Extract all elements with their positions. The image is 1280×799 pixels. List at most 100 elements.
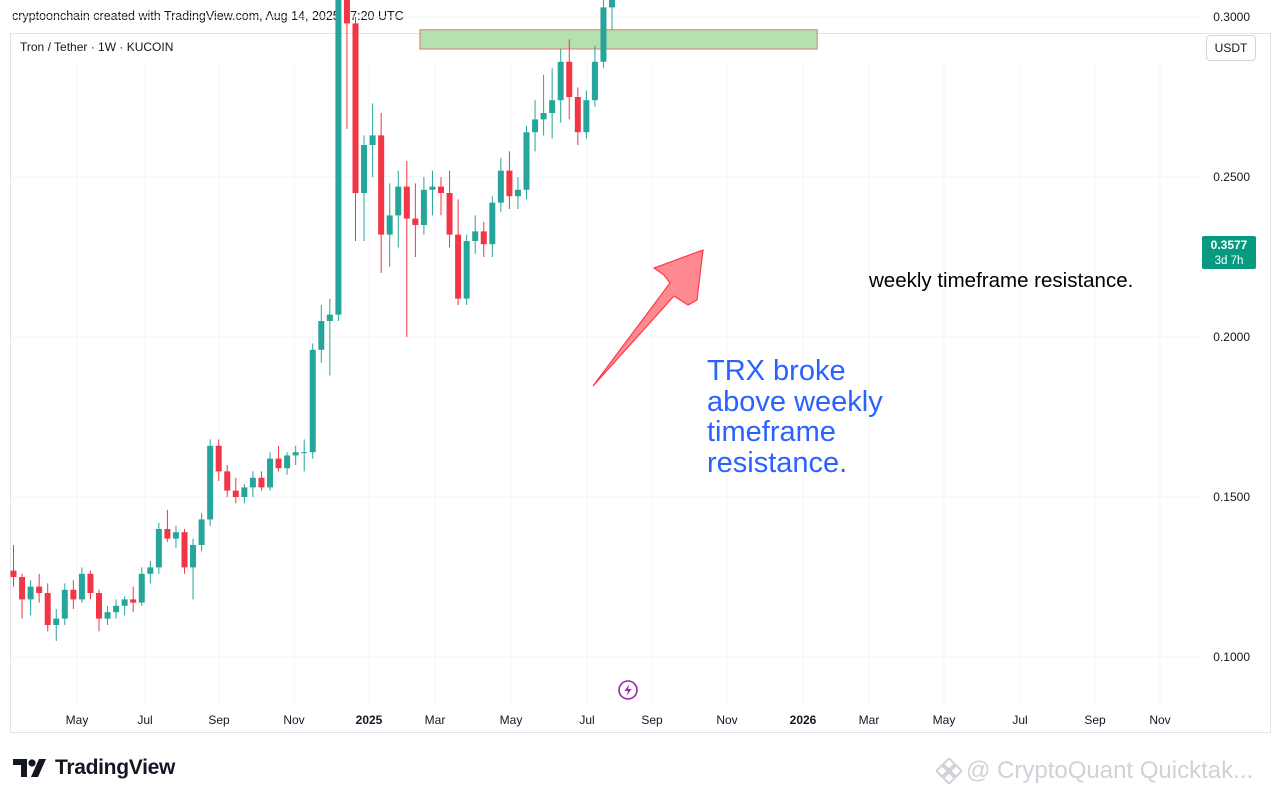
candle-body xyxy=(591,61,598,101)
breakout-annotation-line-1: TRX broke xyxy=(707,355,846,387)
candle-body xyxy=(361,145,368,193)
candle-body xyxy=(172,532,179,539)
candle-body xyxy=(472,231,479,241)
breakout-arrow xyxy=(592,249,704,387)
candle-body xyxy=(138,573,145,603)
candle-body xyxy=(540,113,547,120)
candle-body xyxy=(78,573,85,600)
candle-body xyxy=(412,218,419,225)
symbol-label[interactable]: Tron / Tether · 1W · KUCOIN xyxy=(20,40,174,54)
candle-body xyxy=(463,241,470,299)
candle-body xyxy=(70,589,77,600)
x-tick-label: May xyxy=(500,713,523,727)
candle-body xyxy=(104,612,111,619)
candle-body xyxy=(130,599,137,603)
candle-body xyxy=(10,570,17,577)
candle-body xyxy=(455,234,462,299)
x-tick-label: Nov xyxy=(283,713,304,727)
candle-body xyxy=(557,61,564,101)
y-axis: 0.10000.15000.20000.25000.30000.35000.40… xyxy=(1213,10,1250,664)
candle-body xyxy=(258,477,265,488)
x-tick-label: 2025 xyxy=(356,713,383,727)
candle-body xyxy=(335,0,342,315)
candle-body xyxy=(566,61,573,97)
candle-body xyxy=(27,586,34,600)
candle-body xyxy=(309,349,316,453)
x-tick-label: Jul xyxy=(137,713,152,727)
candle-body xyxy=(61,589,68,619)
candle-body xyxy=(198,519,205,545)
watermark: @ CryptoQuant Quicktak... xyxy=(936,757,1253,785)
resistance-zone xyxy=(419,29,818,50)
x-tick-label: 2026 xyxy=(790,713,817,727)
last-price-tag-bg xyxy=(1202,236,1256,269)
candle-body xyxy=(549,100,556,113)
tradingview-logo[interactable]: TradingView xyxy=(13,756,175,780)
candle-body xyxy=(87,573,94,593)
candle-body xyxy=(44,593,51,625)
candle-body xyxy=(147,567,154,574)
candle-body xyxy=(583,100,590,133)
tradingview-brand: TradingView xyxy=(55,756,176,779)
candle-body xyxy=(284,455,291,469)
candle-body xyxy=(343,0,350,24)
candle-body xyxy=(181,532,188,568)
candle-body xyxy=(386,215,393,235)
candle-body xyxy=(19,577,26,600)
arrow-shape xyxy=(592,249,704,387)
candle-body xyxy=(267,458,273,488)
candle-body xyxy=(224,471,231,491)
candle-body xyxy=(318,321,325,350)
candle-body xyxy=(190,545,197,568)
y-tick-label: 0.2500 xyxy=(1213,170,1250,184)
candle-body xyxy=(574,97,581,133)
candle-body xyxy=(215,445,222,472)
candle-body xyxy=(53,618,60,625)
grid-lines xyxy=(11,16,1200,706)
lightning-icon[interactable] xyxy=(618,680,638,700)
y-tick-label: 0.3000 xyxy=(1213,10,1250,24)
currency-button[interactable]: USDT xyxy=(1206,35,1256,61)
candle-body xyxy=(480,231,487,245)
x-tick-label: Sep xyxy=(208,713,230,727)
x-axis: May Jul Sep Nov 2025 Mar May Jul Sep Nov 2026 Mar Ma… xyxy=(66,713,1171,727)
x-tick-label: Sep xyxy=(1084,713,1106,727)
candle-body xyxy=(352,23,359,194)
candle-body xyxy=(395,186,402,216)
candle-body xyxy=(113,605,120,613)
candle-body xyxy=(506,170,513,197)
candle-body xyxy=(249,477,256,488)
watermark-text: @ CryptoQuant Quicktak... xyxy=(966,757,1254,784)
chart-attribution: cryptoonchain created with TradingView.c… xyxy=(12,9,404,23)
candle-body xyxy=(207,445,214,520)
candle-body xyxy=(489,202,496,245)
candle-body xyxy=(429,186,436,190)
candle-body xyxy=(514,189,521,197)
breakout-annotation-line-4: resistance. xyxy=(707,446,848,479)
candle-body xyxy=(232,490,239,497)
breakout-annotation-line-2: above weekly xyxy=(707,385,883,418)
candle-body xyxy=(600,7,607,62)
candle-body xyxy=(36,586,43,593)
x-tick-label: May xyxy=(933,713,956,727)
candle-body xyxy=(275,458,282,469)
candle-body xyxy=(164,529,171,539)
y-tick-label: 0.1500 xyxy=(1213,490,1250,504)
x-tick-label: Nov xyxy=(716,713,737,727)
candle-body xyxy=(326,314,333,321)
candle-body xyxy=(438,186,444,193)
candle-body xyxy=(292,452,299,456)
candle-countdown: 3d 7h xyxy=(1215,255,1244,267)
binance-icon xyxy=(936,758,962,784)
last-price-tag: 0.3577 3d 7h xyxy=(1202,236,1256,269)
breakout-annotation: TRX broke above weekly timeframe resista… xyxy=(707,356,883,478)
resistance-zones xyxy=(419,29,818,50)
breakout-annotation-line-3: timeframe xyxy=(707,416,836,448)
candle-body xyxy=(446,193,453,235)
candle-body xyxy=(497,170,504,203)
candle-body xyxy=(378,135,385,235)
candle-body xyxy=(532,119,539,133)
candle-body xyxy=(241,487,248,497)
tradingview-logo-icon xyxy=(13,759,46,777)
